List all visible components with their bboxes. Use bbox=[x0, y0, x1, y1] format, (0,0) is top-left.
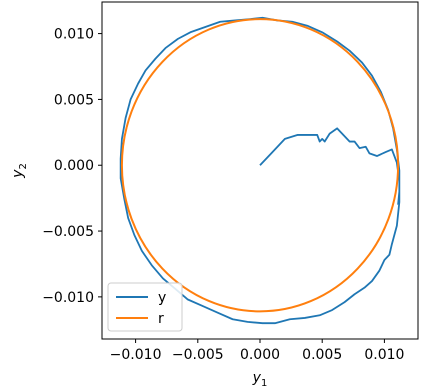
legend: yr bbox=[107, 282, 183, 332]
x-tick-label: −0.005 bbox=[172, 347, 224, 363]
y-tick-label: 0.005 bbox=[54, 92, 94, 108]
x-tick-label: 0.005 bbox=[302, 347, 342, 363]
x-axis-ticks: −0.010 −0.005 0.000 0.005 0.010 bbox=[110, 339, 404, 363]
series-y-line bbox=[119, 16, 401, 325]
legend-box bbox=[107, 282, 183, 332]
x-axis-label: y1 bbox=[252, 370, 268, 387]
x-tick-label: 0.000 bbox=[240, 347, 280, 363]
y-axis-ticks: −0.010 −0.005 0.000 0.005 0.010 bbox=[42, 27, 102, 306]
y-tick-label: 0.010 bbox=[54, 27, 94, 43]
y-tick-label: −0.005 bbox=[42, 224, 94, 240]
x-tick-label: −0.010 bbox=[110, 347, 162, 363]
y-tick-label: 0.000 bbox=[54, 158, 94, 174]
y-tick-label: −0.010 bbox=[42, 290, 94, 306]
x-tick-label: 0.010 bbox=[364, 347, 404, 363]
plot-area bbox=[119, 16, 401, 325]
legend-label-y: y bbox=[158, 290, 166, 306]
series-r-line bbox=[120, 18, 400, 313]
y-axis-label: y2 bbox=[10, 163, 29, 179]
legend-label-r: r bbox=[158, 311, 164, 327]
